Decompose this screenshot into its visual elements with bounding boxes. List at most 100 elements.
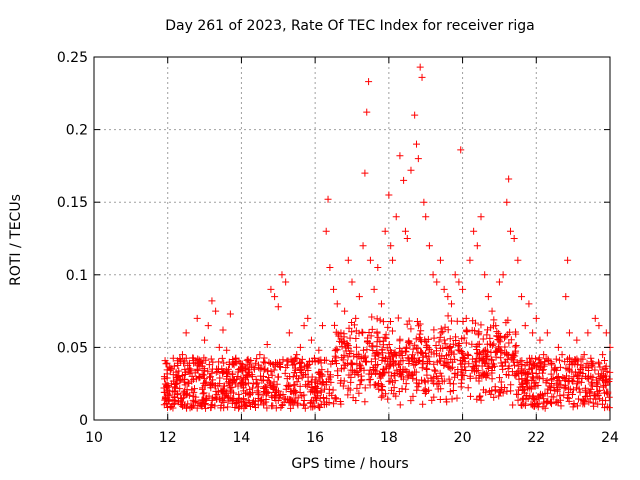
y-tick-label: 0.2 [66, 123, 88, 139]
data-point [403, 235, 411, 242]
data-point [434, 385, 442, 393]
data-point [579, 396, 587, 404]
data-point [447, 317, 455, 325]
data-point [356, 381, 364, 389]
data-point [178, 351, 186, 359]
data-point [373, 329, 381, 337]
data-point [330, 400, 338, 408]
data-point [340, 364, 348, 372]
data-point [272, 404, 280, 412]
data-point [369, 366, 377, 374]
data-point [497, 347, 505, 355]
data-point [423, 365, 431, 373]
data-point [446, 388, 454, 396]
data-point [245, 391, 253, 399]
data-point [215, 395, 223, 403]
data-point [599, 351, 607, 359]
data-point [547, 386, 555, 394]
data-point [261, 359, 269, 367]
data-point [584, 329, 592, 337]
data-point [361, 398, 369, 406]
data-point [499, 389, 507, 397]
data-point [504, 351, 512, 359]
data-point [198, 385, 206, 393]
data-point [268, 402, 276, 410]
data-point [258, 364, 266, 372]
data-point [501, 384, 509, 392]
data-point [464, 352, 472, 360]
data-point [543, 389, 551, 397]
data-point [317, 359, 325, 367]
data-point [507, 387, 515, 395]
data-point [361, 169, 369, 177]
data-point [442, 395, 450, 403]
data-point [385, 349, 393, 357]
data-point [430, 393, 438, 401]
data-point [523, 377, 531, 385]
data-point [228, 370, 236, 378]
data-point [334, 372, 342, 380]
data-point [483, 352, 491, 360]
data-point [263, 340, 271, 348]
data-point [219, 369, 227, 377]
data-point [446, 335, 454, 343]
data-point [548, 380, 556, 388]
data-point [604, 388, 612, 396]
data-point [541, 358, 549, 366]
data-point [493, 332, 501, 340]
data-point [270, 366, 278, 374]
data-point [413, 379, 421, 387]
data-point [436, 333, 444, 341]
data-point [560, 384, 568, 392]
data-point [451, 355, 459, 363]
data-point [344, 256, 352, 264]
data-point [523, 358, 531, 366]
data-point [444, 312, 452, 320]
data-point [440, 336, 448, 344]
data-point [418, 376, 426, 384]
data-point [569, 386, 577, 394]
data-point [564, 256, 572, 264]
data-point [386, 318, 394, 326]
data-point [479, 357, 487, 365]
data-point [231, 404, 239, 412]
data-point [160, 401, 168, 409]
data-point [359, 242, 367, 250]
data-point [325, 385, 333, 393]
data-point [226, 310, 234, 318]
data-point [213, 391, 221, 399]
data-point [339, 382, 347, 390]
data-point [224, 394, 232, 402]
data-point [361, 384, 369, 392]
data-point [371, 352, 379, 360]
data-point [533, 363, 541, 371]
data-point [333, 300, 341, 308]
data-point [401, 366, 409, 374]
data-point [472, 319, 480, 327]
data-point [433, 358, 441, 366]
data-point [407, 325, 415, 333]
data-point [554, 373, 562, 381]
data-point [435, 338, 443, 346]
data-point [439, 345, 447, 353]
data-point [519, 383, 527, 391]
data-point [296, 382, 304, 390]
data-point [462, 339, 470, 347]
data-point [532, 369, 540, 377]
data-point [447, 349, 455, 357]
data-point [177, 401, 185, 409]
data-point [430, 366, 438, 374]
data-point [190, 375, 198, 383]
data-point [425, 353, 433, 361]
data-point [340, 330, 348, 338]
data-point [352, 334, 360, 342]
data-point [387, 242, 395, 250]
data-point [569, 403, 577, 411]
data-point [350, 352, 358, 360]
data-point [503, 198, 511, 206]
data-point [407, 166, 415, 174]
data-point [499, 271, 507, 279]
data-point [529, 329, 537, 337]
data-point [515, 370, 523, 378]
data-point [178, 372, 186, 380]
